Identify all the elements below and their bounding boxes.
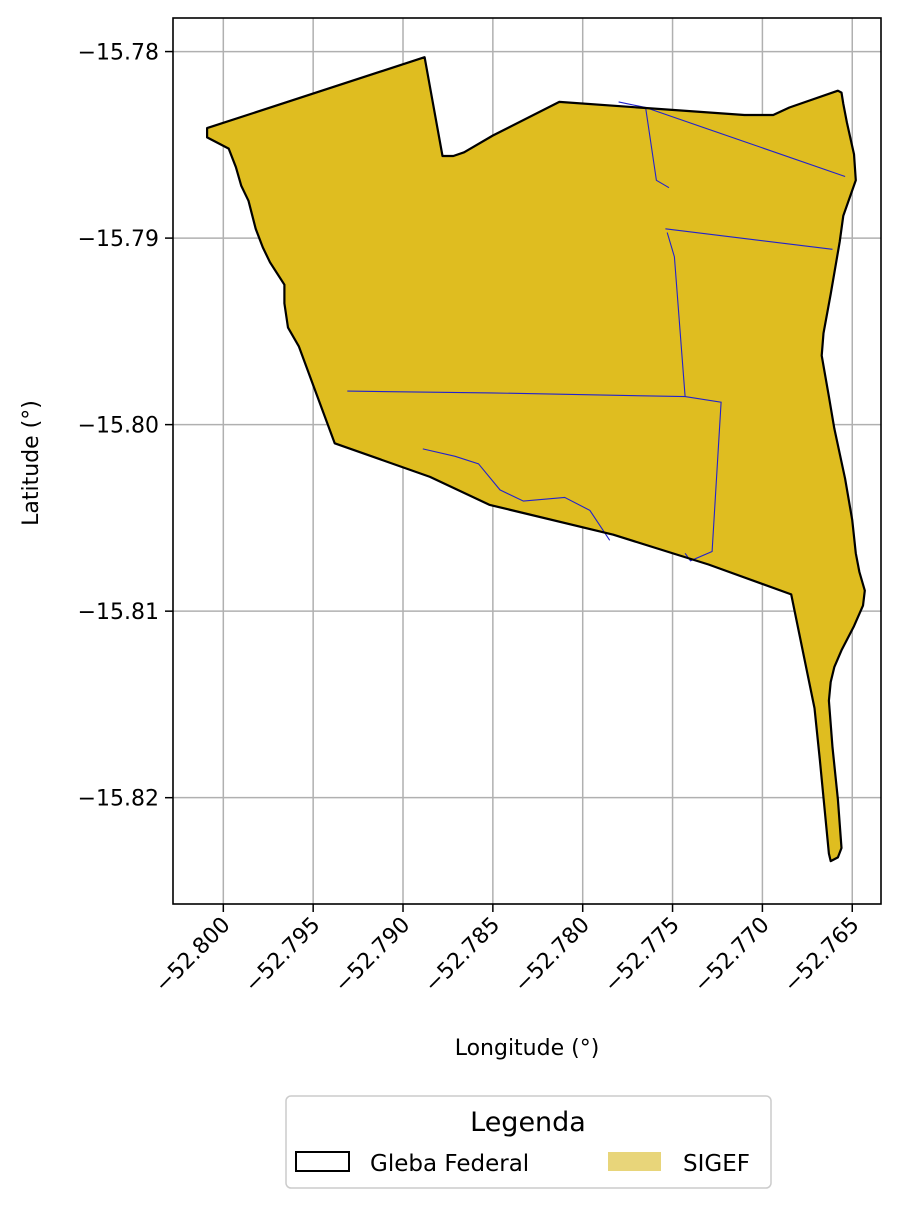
gleba-federal-boundary xyxy=(206,56,866,863)
x-tick-label: −52.770 xyxy=(689,913,774,998)
x-tick-label: −52.765 xyxy=(779,913,864,998)
x-tick-label: −52.800 xyxy=(150,913,235,998)
y-tick-label: −15.80 xyxy=(78,414,159,439)
sigef-parcel-line xyxy=(422,448,611,541)
sigef-parcel-line xyxy=(347,390,722,562)
legend-title: Legenda xyxy=(470,1107,586,1138)
y-axis-label: Latitude (°) xyxy=(19,400,44,526)
sigef-parcel-lines xyxy=(347,101,846,562)
x-axis-ticks: −52.800 −52.795 −52.790 −52.785 −52.780 −52.7… xyxy=(150,904,864,998)
sigef-layer xyxy=(207,57,865,862)
sigef-parcel-line xyxy=(645,106,846,178)
x-tick-label: −52.785 xyxy=(420,913,505,998)
legend-label-gleba-federal: Gleba Federal xyxy=(370,1151,529,1177)
sigef-area xyxy=(207,57,865,862)
sigef-parcel-line xyxy=(618,101,670,189)
sigef-parcel-line xyxy=(665,228,833,250)
sigef-parcel-line xyxy=(666,232,686,397)
x-tick-label: −52.795 xyxy=(240,913,325,998)
y-axis-ticks: −15.78 −15.79 −15.80 −15.81 −15.82 xyxy=(78,41,173,812)
legend: Legenda Gleba Federal SIGEF xyxy=(285,1095,772,1189)
x-tick-label: −52.775 xyxy=(600,913,685,998)
y-tick-label: −15.78 xyxy=(78,41,159,66)
y-tick-label: −15.79 xyxy=(78,227,159,252)
y-tick-label: −15.81 xyxy=(78,600,159,625)
y-tick-label: −15.82 xyxy=(78,787,159,812)
legend-label-sigef: SIGEF xyxy=(683,1151,750,1177)
x-tick-label: −52.790 xyxy=(330,913,415,998)
x-axis-label: Longitude (°) xyxy=(455,1036,600,1061)
legend-swatch-gleba-federal xyxy=(295,1151,350,1172)
plot-frame xyxy=(172,17,882,905)
legend-swatch-sigef xyxy=(608,1152,661,1171)
x-tick-label: −52.780 xyxy=(510,913,595,998)
